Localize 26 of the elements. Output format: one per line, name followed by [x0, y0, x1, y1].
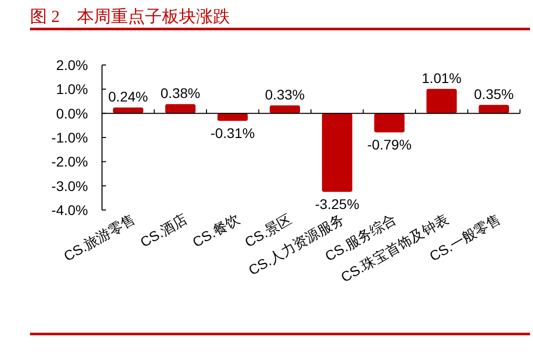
data-label: -3.25% [314, 196, 360, 212]
x-tick-label: CS.餐饮 [190, 210, 242, 250]
bar [322, 113, 352, 192]
bar [478, 104, 510, 114]
bar [374, 113, 405, 132]
data-label: 0.38% [160, 85, 200, 102]
data-label: 0.35% [474, 86, 514, 102]
x-tick-label: CS.酒店 [137, 210, 190, 250]
bar [217, 113, 248, 121]
bar [165, 104, 196, 114]
y-tick-label: 1.0% [56, 81, 88, 98]
bar [270, 105, 300, 114]
data-label: -0.79% [367, 136, 412, 152]
y-tick-label: -2.0% [51, 154, 88, 170]
data-label: 0.24% [108, 88, 148, 105]
data-label: -0.31% [210, 124, 255, 141]
bar [426, 88, 457, 114]
y-tick-label: 0.0% [56, 105, 88, 122]
y-tick-label: 2.0% [56, 57, 88, 73]
y-tick-label: -3.0% [51, 178, 88, 194]
chart-title: 图 2 本周重点子板块涨跌 [30, 7, 230, 26]
bar [112, 108, 144, 114]
y-tick-label: -1.0% [51, 130, 88, 146]
data-label: 0.33% [265, 86, 305, 102]
y-tick-label: -4.0% [51, 202, 88, 218]
data-label: 1.01% [422, 70, 462, 86]
